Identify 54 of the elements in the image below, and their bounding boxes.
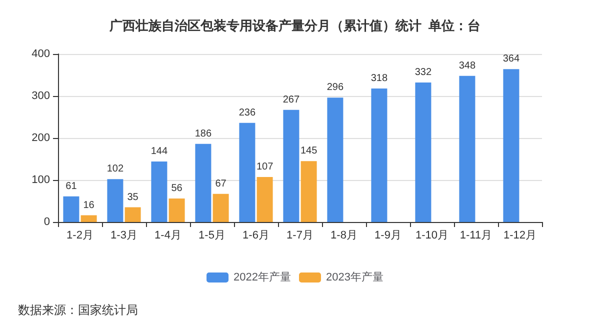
x-tick-label: 1-4月 [154, 230, 182, 242]
data-label: 145 [300, 146, 318, 157]
bar [327, 98, 344, 222]
x-tick-label: 1-5月 [198, 230, 226, 242]
y-tick-label: 100 [32, 174, 50, 186]
bar [239, 122, 256, 222]
data-label: 61 [66, 180, 78, 192]
legend-label: 2022年产量 [234, 270, 292, 284]
data-label: 318 [370, 72, 388, 84]
data-label: 56 [171, 182, 183, 194]
data-label: 35 [127, 192, 139, 203]
x-tick-label: 1-9月 [374, 230, 402, 242]
x-tick-label: 1-7月 [286, 230, 314, 242]
source-note: 数据来源：国家统计局 [18, 303, 138, 317]
bar [168, 198, 185, 222]
x-tick-label: 1-8月 [330, 230, 358, 242]
data-label: 144 [150, 146, 168, 158]
data-label: 267 [282, 94, 300, 106]
x-tick-label: 1-2月 [66, 230, 94, 242]
chart-title: 广西壮族自治区包装专用设备产量分月（累计值）统计 单位：台 [108, 18, 481, 33]
data-label: 236 [238, 107, 256, 118]
x-tick-label: 1-10月 [415, 230, 449, 242]
data-label: 67 [215, 178, 227, 190]
bar [63, 196, 80, 222]
data-label: 186 [194, 128, 212, 140]
bar [415, 82, 432, 222]
bar [459, 76, 476, 222]
bar [80, 215, 97, 222]
data-label: 348 [458, 60, 476, 72]
data-label: 332 [414, 67, 432, 78]
y-tick-label: 0 [44, 216, 50, 228]
data-label: 296 [326, 82, 344, 94]
bar [212, 194, 229, 222]
bar [371, 88, 388, 222]
data-label: 107 [256, 162, 274, 173]
bar [151, 162, 168, 222]
y-tick-label: 200 [32, 132, 50, 144]
data-label: 16 [83, 200, 95, 211]
data-label: 364 [502, 54, 520, 65]
x-tick-label: 1-3月 [110, 230, 138, 242]
data-label: 102 [106, 164, 124, 175]
bar [283, 110, 300, 222]
bar [124, 207, 141, 222]
x-tick-label: 1-12月 [503, 230, 537, 242]
legend-label: 2023年产量 [326, 270, 384, 284]
x-tick-label: 1-6月 [242, 230, 270, 242]
bar [195, 144, 212, 222]
y-tick-label: 400 [32, 48, 50, 60]
bar [107, 179, 124, 222]
y-tick-label: 300 [32, 90, 50, 102]
bar [503, 69, 520, 222]
x-tick-label: 1-11月 [460, 230, 492, 242]
bar [256, 177, 273, 222]
bar [300, 161, 317, 222]
